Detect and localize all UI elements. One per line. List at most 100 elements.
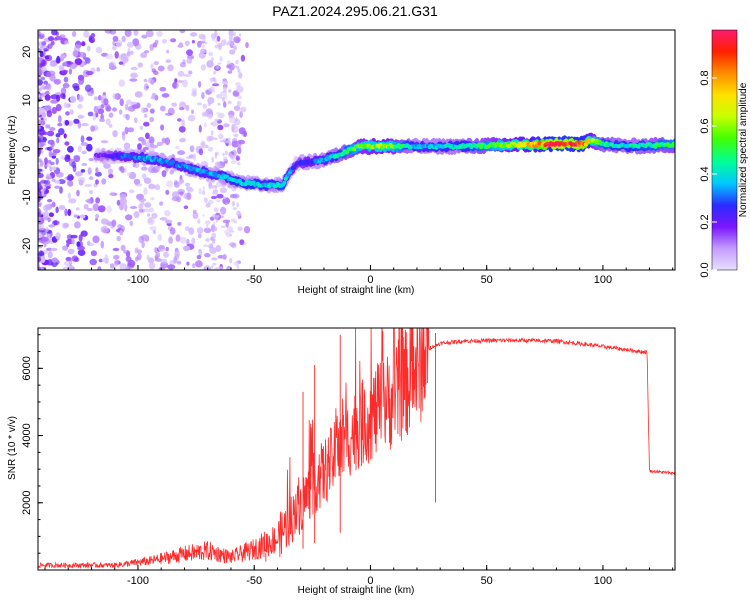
noise-speckle bbox=[243, 226, 251, 234]
noise-speckle bbox=[38, 208, 41, 216]
noise-speckle bbox=[38, 226, 44, 231]
noise-speckle bbox=[174, 78, 178, 83]
noise-speckle bbox=[214, 79, 218, 84]
noise-speckle bbox=[81, 123, 89, 127]
noise-speckle bbox=[38, 192, 41, 198]
noise-speckle bbox=[41, 112, 47, 118]
noise-speckle bbox=[130, 50, 134, 55]
noise-speckle bbox=[196, 227, 204, 234]
noise-speckle bbox=[210, 122, 213, 125]
noise-speckle bbox=[112, 130, 118, 138]
colorbar-label: Normalized spectral amplitude bbox=[738, 82, 749, 217]
noise-speckle bbox=[154, 94, 159, 101]
noise-speckle bbox=[224, 150, 229, 156]
noise-speckle bbox=[38, 158, 42, 163]
noise-speckle bbox=[120, 244, 126, 252]
noise-speckle bbox=[222, 197, 231, 205]
noise-speckle bbox=[143, 208, 151, 213]
noise-speckle bbox=[124, 126, 129, 135]
noise-speckle bbox=[86, 198, 95, 204]
noise-speckle bbox=[231, 140, 240, 148]
noise-speckle bbox=[142, 147, 149, 151]
noise-speckle bbox=[95, 213, 100, 219]
noise-speckle bbox=[235, 37, 241, 44]
noise-speckle bbox=[187, 114, 196, 122]
noise-speckle bbox=[88, 176, 94, 180]
x-tick-label: -50 bbox=[246, 274, 262, 286]
noise-speckle bbox=[154, 184, 161, 191]
noise-speckle bbox=[38, 141, 41, 149]
noise-speckle bbox=[67, 180, 74, 187]
noise-speckle bbox=[95, 167, 99, 173]
noise-speckle bbox=[51, 166, 57, 171]
noise-speckle bbox=[153, 61, 159, 66]
noise-speckle bbox=[40, 117, 44, 121]
noise-speckle bbox=[196, 40, 202, 48]
noise-speckle bbox=[191, 109, 194, 115]
noise-speckle bbox=[191, 87, 198, 94]
noise-speckle bbox=[87, 243, 95, 247]
noise-speckle bbox=[186, 261, 190, 266]
noise-speckle bbox=[129, 220, 134, 227]
noise-speckle bbox=[94, 171, 102, 177]
noise-speckle bbox=[119, 229, 123, 236]
noise-speckle bbox=[154, 247, 158, 254]
noise-speckle bbox=[222, 90, 227, 93]
noise-speckle bbox=[74, 44, 82, 49]
noise-speckle bbox=[43, 211, 49, 217]
noise-speckle bbox=[49, 145, 54, 151]
noise-speckle bbox=[64, 155, 71, 162]
noise-speckle bbox=[40, 255, 46, 263]
noise-speckle bbox=[205, 202, 211, 208]
noise-speckle bbox=[46, 130, 55, 137]
noise-speckle bbox=[228, 35, 233, 41]
noise-speckle bbox=[227, 226, 234, 231]
colorbar-tick-label: 0.2 bbox=[699, 214, 711, 229]
noise-speckle bbox=[38, 251, 44, 257]
noise-speckle bbox=[159, 86, 167, 92]
noise-speckle bbox=[141, 241, 145, 249]
noise-speckle bbox=[236, 210, 241, 214]
noise-speckle bbox=[204, 253, 211, 258]
noise-speckle bbox=[220, 225, 227, 228]
noise-speckle bbox=[173, 255, 178, 264]
noise-speckle bbox=[175, 234, 181, 242]
noise-speckle bbox=[211, 120, 219, 127]
noise-speckle bbox=[51, 152, 57, 156]
noise-speckle bbox=[222, 254, 227, 260]
noise-speckle bbox=[165, 246, 169, 252]
noise-speckle bbox=[46, 71, 52, 78]
noise-speckle bbox=[38, 202, 42, 208]
noise-speckle bbox=[62, 82, 70, 89]
noise-speckle bbox=[144, 202, 152, 208]
noise-speckle bbox=[45, 83, 51, 89]
noise-speckle bbox=[57, 115, 62, 123]
noise-speckle bbox=[208, 98, 215, 101]
noise-speckle bbox=[105, 105, 112, 112]
ridge-core bbox=[282, 180, 287, 185]
noise-speckle bbox=[192, 212, 199, 220]
noise-speckle bbox=[68, 68, 72, 75]
noise-speckle bbox=[213, 137, 218, 140]
noise-speckle bbox=[61, 222, 69, 229]
noise-speckle bbox=[49, 203, 53, 208]
noise-speckle bbox=[55, 57, 61, 64]
noise-speckle bbox=[163, 251, 169, 258]
noise-speckle bbox=[123, 142, 131, 150]
noise-speckle bbox=[201, 44, 205, 48]
noise-speckles bbox=[38, 30, 251, 270]
noise-speckle bbox=[126, 99, 132, 105]
noise-speckle bbox=[86, 136, 93, 141]
noise-speckle bbox=[86, 143, 93, 152]
noise-speckle bbox=[88, 157, 95, 162]
noise-speckle bbox=[98, 258, 103, 263]
noise-speckle bbox=[40, 84, 45, 90]
noise-speckle bbox=[159, 201, 164, 206]
noise-speckle bbox=[139, 125, 144, 130]
noise-speckle bbox=[170, 38, 177, 43]
noise-speckle bbox=[124, 203, 128, 212]
noise-speckle bbox=[134, 247, 139, 254]
noise-speckle bbox=[149, 116, 155, 123]
noise-speckle bbox=[178, 179, 183, 185]
